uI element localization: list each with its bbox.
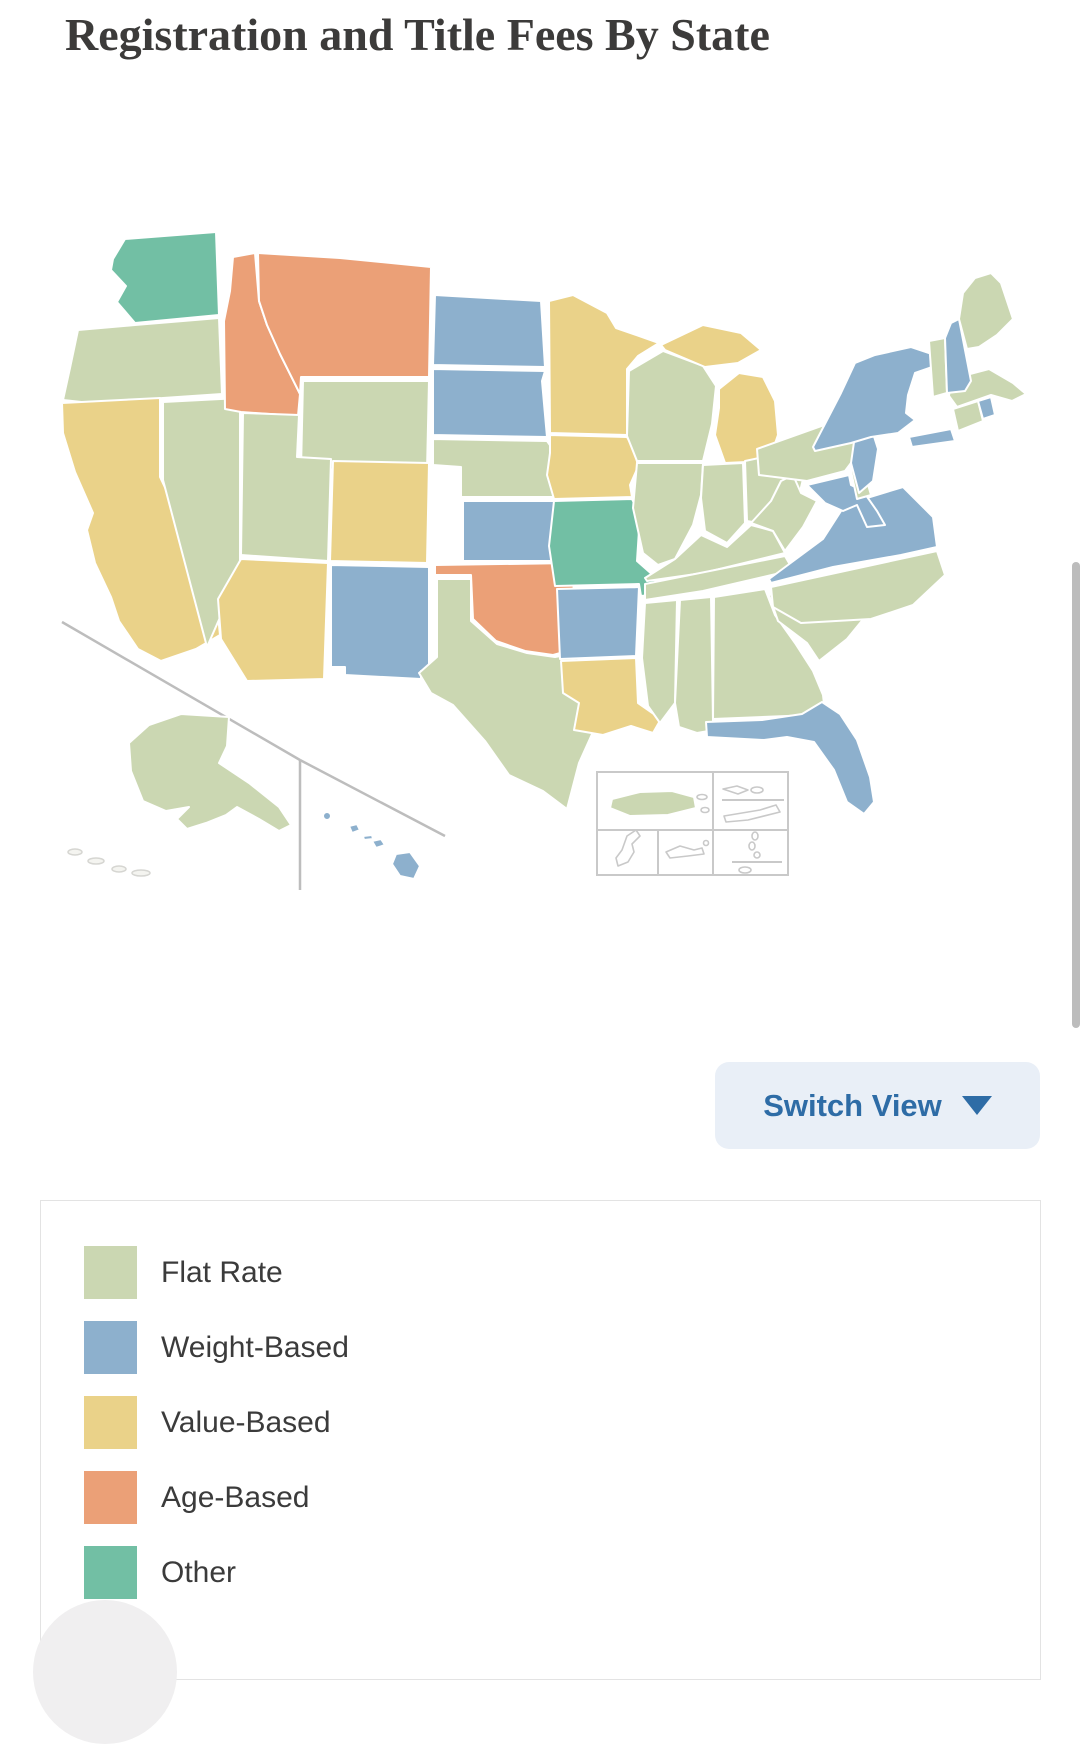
us-choropleth-map <box>61 231 1027 890</box>
state-wv[interactable] <box>750 474 818 552</box>
state-co[interactable] <box>329 460 430 564</box>
state-nm[interactable] <box>330 564 430 680</box>
other-swatch <box>84 1546 137 1599</box>
state-ak[interactable] <box>128 713 292 832</box>
state-la[interactable] <box>560 657 662 736</box>
state-ny[interactable] <box>812 346 939 452</box>
mp-island <box>753 851 761 859</box>
state-nd[interactable] <box>432 294 546 368</box>
state-az[interactable] <box>217 558 329 682</box>
aleutian-island <box>87 857 105 865</box>
legend-item-age-based: Age-Based <box>84 1471 1040 1524</box>
state-wi[interactable] <box>626 350 717 462</box>
vi-st-croix <box>723 804 781 823</box>
legend-label: Weight-Based <box>161 1330 349 1364</box>
vertical-scrollbar-thumb[interactable] <box>1072 562 1080 1028</box>
state-ut[interactable] <box>240 412 332 562</box>
legend-list: Flat Rate Weight-Based Value-Based Age-B… <box>41 1201 1040 1599</box>
state-tn[interactable] <box>644 555 794 601</box>
legend-card: Flat Rate Weight-Based Value-Based Age-B… <box>40 1200 1041 1680</box>
state-me[interactable] <box>958 272 1014 350</box>
state-sd[interactable] <box>432 368 548 438</box>
state-va[interactable] <box>768 486 938 584</box>
state-ia[interactable] <box>546 434 639 500</box>
legend-label: Flat Rate <box>161 1255 283 1289</box>
pr-small-island <box>700 806 710 814</box>
legend-item-other: Other <box>84 1546 1040 1599</box>
vi-st-john <box>750 786 764 794</box>
state-ri[interactable] <box>977 396 996 420</box>
switch-view-button[interactable]: Switch View <box>715 1062 1040 1149</box>
state-ms[interactable] <box>641 599 678 724</box>
territories-inset <box>596 771 789 876</box>
state-ga[interactable] <box>712 588 826 720</box>
state-ar[interactable] <box>556 586 640 660</box>
weight-based-swatch <box>84 1321 137 1374</box>
hi-big-island[interactable] <box>391 851 421 880</box>
mp-island <box>738 866 752 874</box>
legend-label: Age-Based <box>161 1480 310 1514</box>
territory-guam <box>615 829 641 867</box>
state-md[interactable] <box>806 474 886 528</box>
hawaii-inset[interactable] <box>322 811 421 880</box>
state-ct[interactable] <box>952 400 984 432</box>
flat-rate-swatch <box>84 1246 137 1299</box>
states-layer <box>61 231 1027 815</box>
as-small-island <box>702 839 710 847</box>
hi-oahu[interactable] <box>348 823 361 834</box>
caret-down-icon <box>961 1096 992 1115</box>
hi-kauai[interactable] <box>322 811 332 821</box>
territory-american-samoa <box>665 845 705 859</box>
legend-label: Other <box>161 1555 237 1589</box>
legend-label: Value-Based <box>161 1405 331 1439</box>
state-ny-long-island[interactable] <box>908 428 956 448</box>
age-based-swatch <box>84 1471 137 1524</box>
state-mi-upper[interactable] <box>660 324 762 368</box>
switch-view-label: Switch View <box>763 1087 942 1123</box>
legend-item-flat-rate: Flat Rate <box>84 1246 1040 1299</box>
state-wa[interactable] <box>110 231 220 324</box>
state-mt[interactable] <box>257 252 432 395</box>
state-or[interactable] <box>62 317 223 405</box>
inset-divider-lines <box>61 620 446 890</box>
state-mn[interactable] <box>548 294 660 436</box>
mp-island <box>748 841 756 851</box>
legend-item-weight-based: Weight-Based <box>84 1321 1040 1374</box>
state-in[interactable] <box>700 462 746 544</box>
hi-maui[interactable] <box>371 838 386 849</box>
floating-button-partial[interactable] <box>33 1600 177 1744</box>
legend-item-value-based: Value-Based <box>84 1396 1040 1449</box>
aleutian-island <box>131 869 151 877</box>
state-vt[interactable] <box>928 337 948 398</box>
page: { "page": { "title": "Registration and T… <box>33 9 1080 1744</box>
state-nc[interactable] <box>770 550 946 624</box>
page-title: Registration and Title Fees By State <box>65 9 770 60</box>
state-fl[interactable] <box>705 701 875 815</box>
hi-molokai[interactable] <box>362 834 374 841</box>
mp-island <box>751 831 759 841</box>
aleutian-island <box>111 865 127 873</box>
state-nh[interactable] <box>944 318 972 394</box>
territory-puerto-rico[interactable] <box>609 790 697 817</box>
alaska-inset <box>67 713 292 877</box>
value-based-swatch <box>84 1396 137 1449</box>
pr-small-island <box>696 793 708 801</box>
territory-virgin-islands <box>722 785 749 795</box>
aleutian-island <box>67 848 83 856</box>
